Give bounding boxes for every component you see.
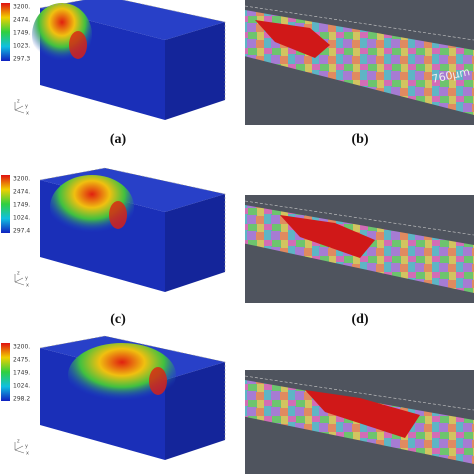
panel-label: (c)	[110, 312, 126, 327]
melt-region	[255, 20, 330, 58]
colorbar-label: 2474.	[13, 189, 30, 196]
axis-line	[14, 445, 24, 451]
melt-core	[149, 367, 167, 395]
block-side	[165, 22, 225, 120]
dashed-edge	[244, 200, 474, 236]
axis-letter: y	[25, 104, 28, 110]
panel-label: (d)	[351, 312, 368, 327]
colorbar-label: 3200.	[13, 344, 30, 351]
axis-line	[14, 281, 25, 286]
colorbar-label: 297.3	[13, 56, 30, 63]
colorbar-label: 297.4	[13, 228, 30, 235]
colorbar-label: 2474.	[13, 17, 30, 24]
dashed-edge	[244, 375, 474, 411]
colorbar-label: 1024.	[13, 383, 30, 390]
colorbar-label: 1024.	[13, 215, 30, 222]
colorbar-label: 3200.	[13, 176, 30, 183]
axis-letter: z	[17, 271, 20, 277]
axis-letter: x	[26, 111, 29, 117]
axis-letter: z	[17, 439, 20, 445]
colorbar	[1, 175, 10, 233]
axis-line	[14, 109, 25, 114]
bounding-box	[39, 167, 226, 272]
axis-line	[14, 105, 24, 111]
colorbar-label: 3200.	[13, 4, 30, 11]
block-top	[40, 0, 225, 40]
dashed-edge	[244, 5, 474, 41]
panel-label: (b)	[351, 132, 368, 147]
melt-region	[280, 215, 375, 258]
colorbar-label: 1023.	[13, 43, 30, 50]
colorbar-label: 298.2	[13, 396, 30, 403]
axis-line	[14, 277, 24, 283]
axis-letter: x	[26, 283, 29, 289]
colorbar-label: 1749.	[13, 202, 30, 209]
bounding-box	[39, 0, 226, 100]
melt-core	[109, 201, 127, 229]
panel-label: (a)	[110, 132, 127, 147]
axis-letter: y	[25, 276, 28, 282]
axis-letter: z	[17, 99, 20, 105]
melt-core	[69, 31, 87, 59]
melt-pool	[68, 343, 176, 407]
block-side	[165, 194, 225, 292]
colorbar-label: 2475.	[13, 357, 30, 364]
colorbar	[1, 343, 10, 401]
block-side	[165, 362, 225, 460]
bounding-box	[39, 335, 226, 440]
colorbar-label: 1749.	[13, 370, 30, 377]
colorbar-label: 1749.	[13, 30, 30, 37]
axis-letter: x	[26, 451, 29, 457]
melt-region	[305, 390, 420, 438]
axis-line	[14, 449, 25, 454]
axis-letter: y	[25, 444, 28, 450]
colorbar	[1, 3, 10, 61]
